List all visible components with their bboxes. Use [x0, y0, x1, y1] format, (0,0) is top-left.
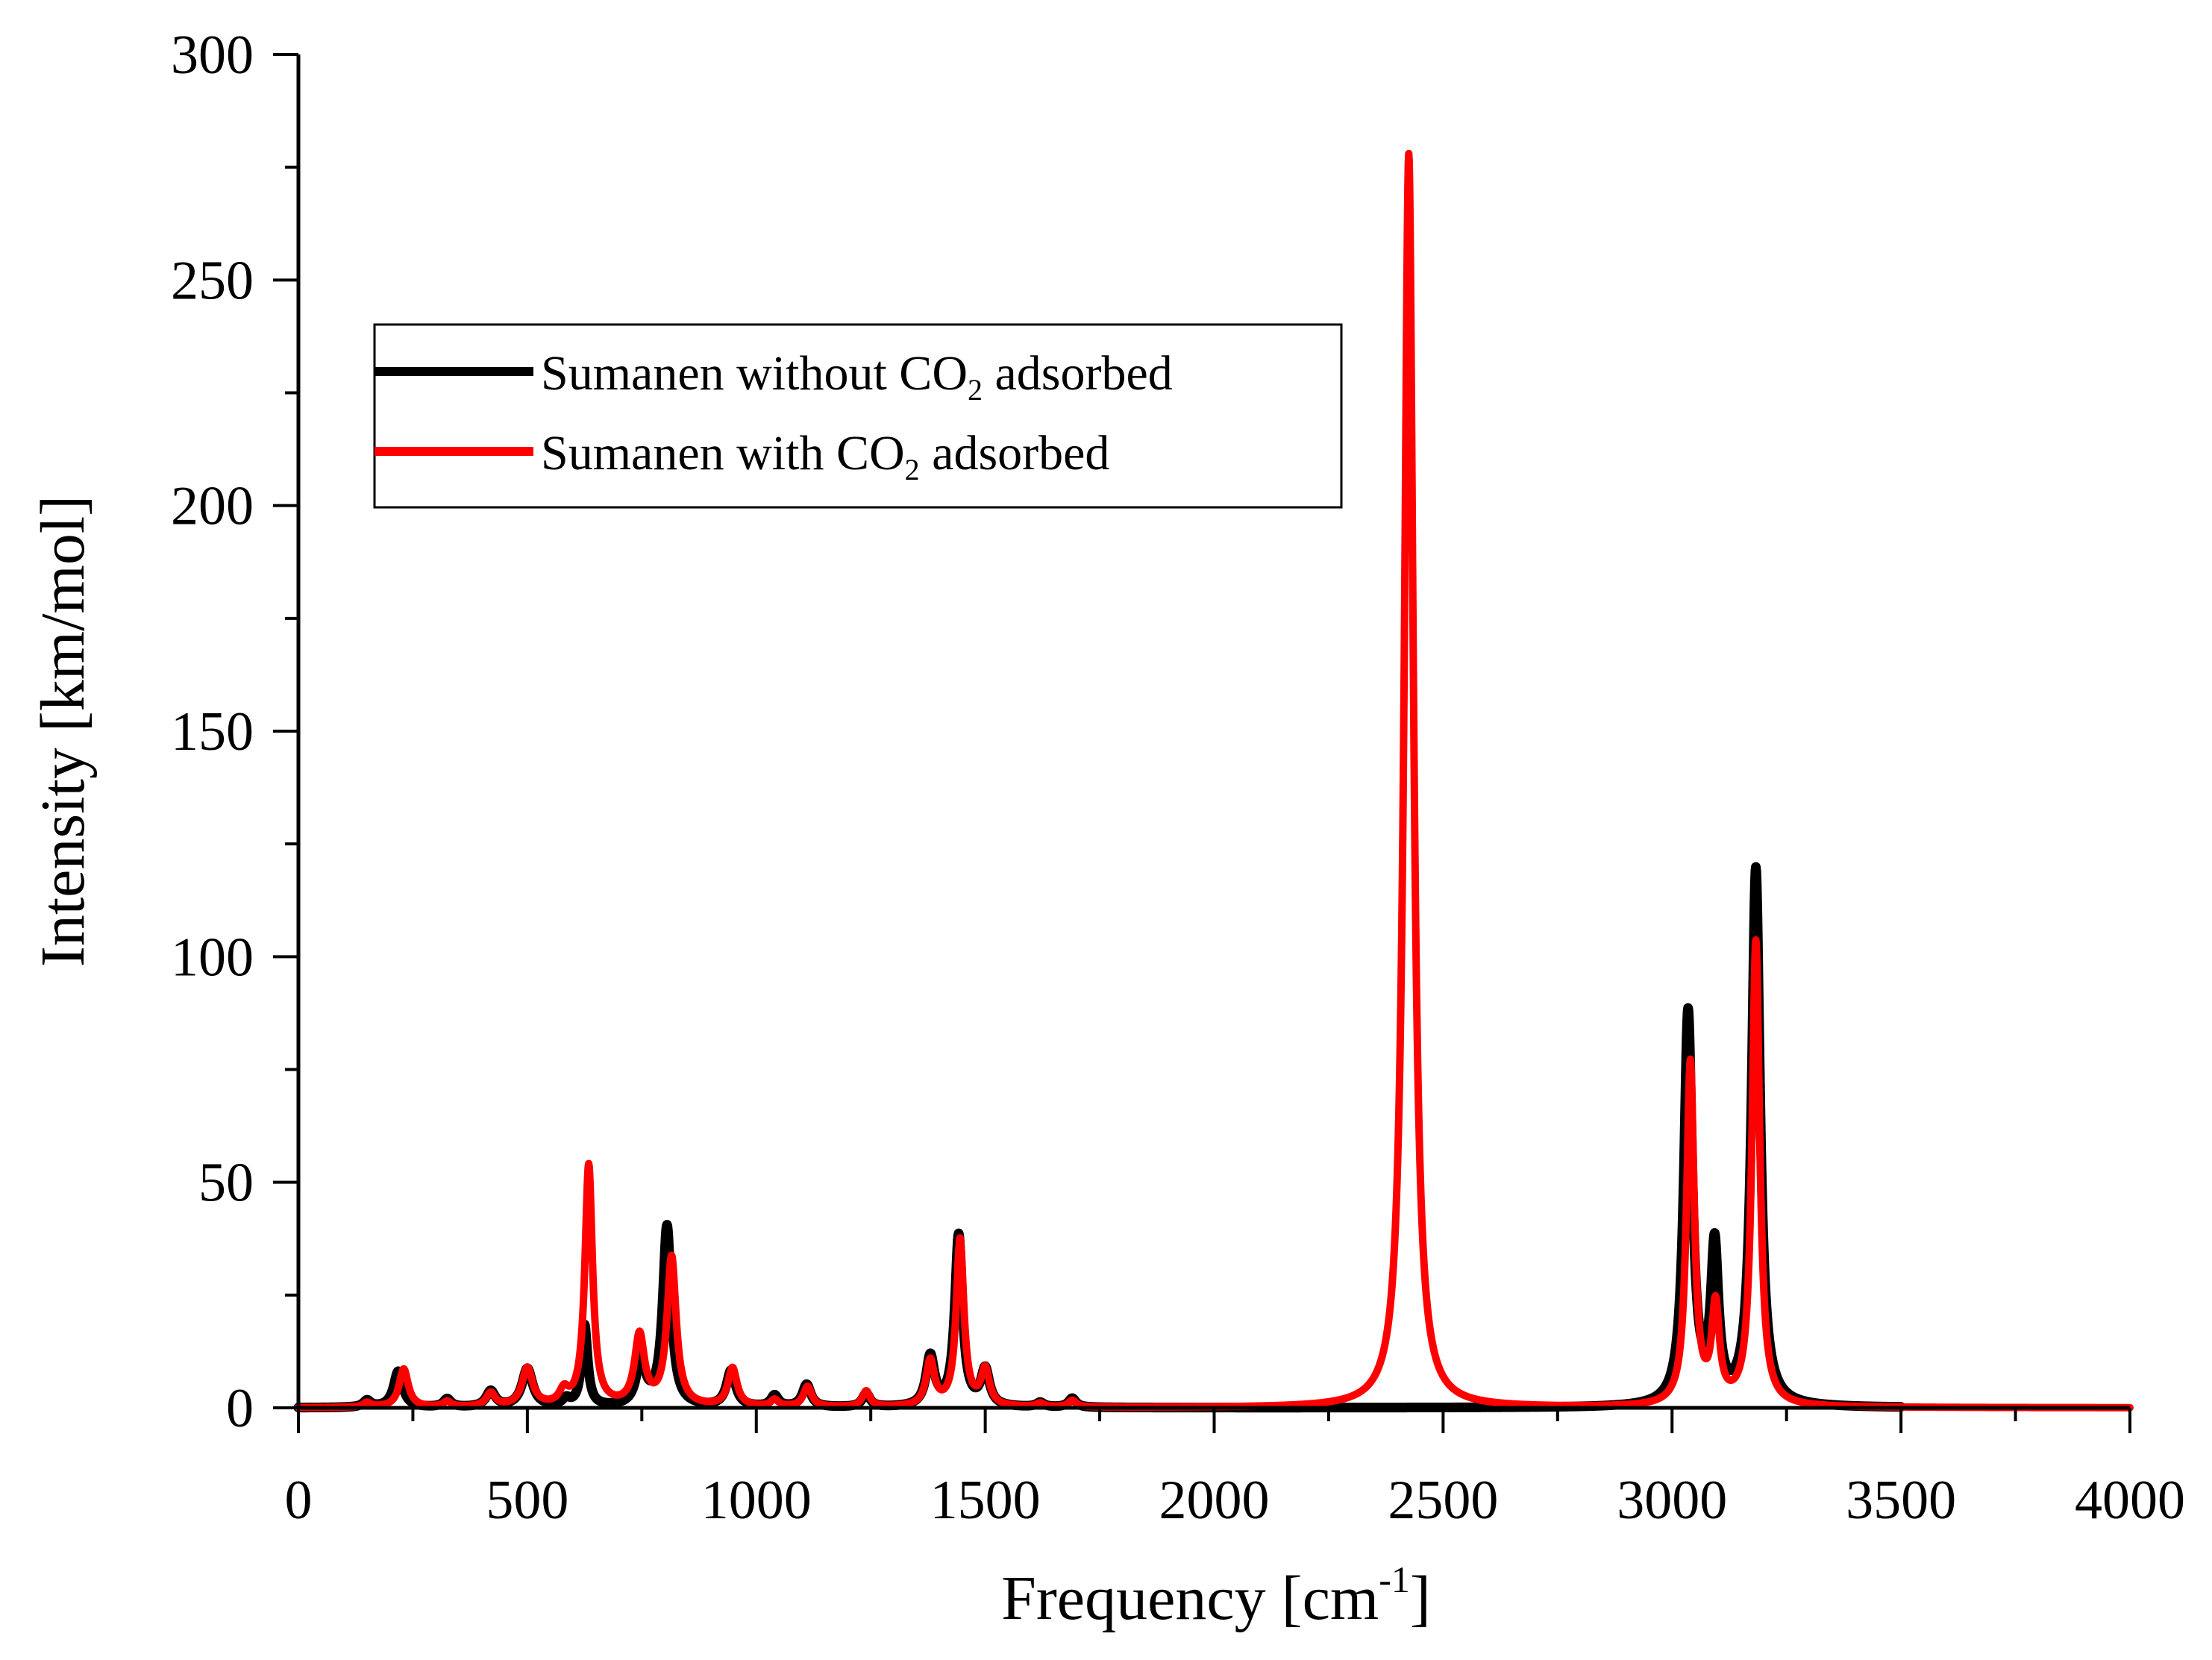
legend-label-without-co2-pre: Sumanen without CO [541, 346, 968, 401]
legend: Sumanen without CO2 adsorbed Sumanen wit… [373, 323, 1343, 509]
x-axis-title: Frequency [cm-1] [1001, 1559, 1431, 1633]
y-tick-label: 100 [171, 927, 254, 988]
legend-label-with-co2-post: adsorbed [920, 426, 1110, 480]
x-axis-title-close: ] [1410, 1564, 1431, 1633]
legend-label-without-co2-sub: 2 [968, 373, 983, 407]
legend-box [373, 323, 1343, 509]
y-tick-label: 150 [171, 701, 254, 762]
x-tick-label: 0 [285, 1470, 313, 1531]
x-axis-title-main: Frequency [cm [1001, 1564, 1379, 1633]
x-axis-title-sup: -1 [1379, 1559, 1410, 1600]
x-tick-label: 3000 [1617, 1470, 1727, 1531]
y-tick-label: 200 [171, 476, 254, 537]
y-ticks: 0 50 100 150 200 250 300 [171, 25, 298, 1439]
x-tick-label: 500 [486, 1470, 568, 1531]
y-tick-label: 50 [198, 1153, 254, 1214]
y-tick-label: 0 [226, 1378, 254, 1439]
legend-label-without-co2-post: adsorbed [983, 346, 1173, 401]
x-tick-label: 4000 [2075, 1470, 2185, 1531]
y-axis-title: Intensity [km/mol] [28, 495, 98, 967]
legend-label-with-co2-sub: 2 [905, 453, 920, 486]
x-tick-label: 1000 [701, 1470, 812, 1531]
y-tick-label: 300 [171, 25, 254, 86]
x-tick-label: 2500 [1388, 1470, 1498, 1531]
x-ticks: 0 500 1000 1500 2000 2500 3000 3500 4000 [285, 1408, 2185, 1531]
x-tick-label: 1500 [930, 1470, 1041, 1531]
x-tick-label: 3500 [1846, 1470, 1956, 1531]
y-tick-label: 250 [171, 250, 254, 311]
legend-label-with-co2-pre: Sumanen with CO [541, 426, 905, 480]
legend-label-without-co2: Sumanen without CO2 adsorbed [541, 346, 1173, 407]
legend-label-with-co2: Sumanen with CO2 adsorbed [541, 426, 1109, 486]
x-tick-label: 2000 [1159, 1470, 1270, 1531]
